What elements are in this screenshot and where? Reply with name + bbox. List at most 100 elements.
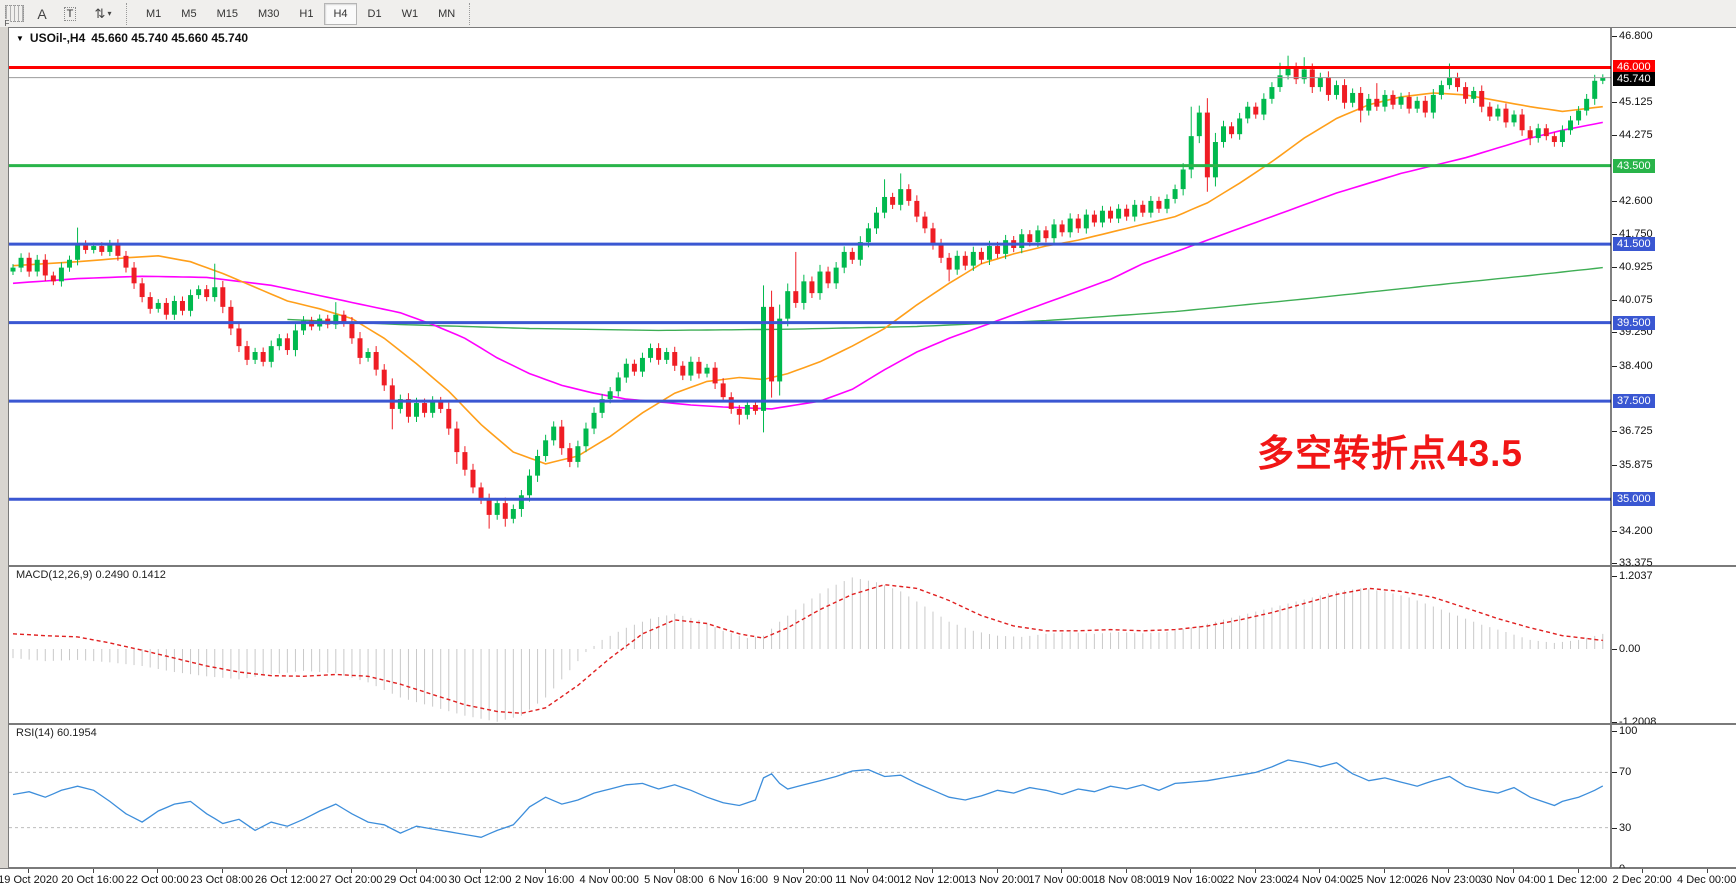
- price-tick-mark: [1612, 101, 1617, 103]
- time-tick-mark: [221, 869, 223, 873]
- price-tick-label: 36.725: [1619, 425, 1653, 438]
- timeframe-button-mn[interactable]: MN: [438, 7, 456, 20]
- rsi-label: RSI(14) 60.1954: [16, 727, 97, 739]
- time-tick-mark: [92, 869, 94, 873]
- price-tick-mark: [1612, 464, 1617, 466]
- time-axis-label: 26 Nov 23:00: [1415, 874, 1482, 886]
- timeframe-button-m15[interactable]: M15: [216, 7, 238, 20]
- time-tick-mark: [1319, 869, 1321, 873]
- time-axis-label: 27 Oct 20:00: [319, 874, 383, 886]
- time-tick-mark: [1706, 869, 1708, 873]
- price-tick-label: 44.275: [1619, 129, 1653, 142]
- time-tick-mark: [802, 869, 804, 873]
- timeframe-button-m30[interactable]: M30: [257, 7, 280, 20]
- time-axis-label: 22 Nov 23:00: [1222, 874, 1288, 886]
- text-a-icon[interactable]: A: [37, 5, 47, 22]
- timeframe-button-h4[interactable]: H4: [324, 2, 357, 25]
- time-axis-label: 20 Oct 16:00: [61, 874, 125, 886]
- time-axis-label: 26 Oct 12:00: [254, 874, 318, 886]
- rsi-tick-mark: [1612, 772, 1617, 774]
- macd-label: MACD(12,26,9) 0.2490 0.1412: [16, 569, 166, 581]
- price-tick-label: 33.375: [1619, 556, 1653, 569]
- timeframe-button-h1[interactable]: H1: [299, 7, 314, 20]
- macd-tick-mark: [1612, 575, 1617, 577]
- chart-annotation[interactable]: 多空转折点43.5: [1257, 433, 1524, 474]
- time-tick-mark: [415, 869, 417, 873]
- time-axis-label: 2 Dec 20:00: [1612, 874, 1672, 886]
- time-tick-mark: [1061, 869, 1063, 873]
- macd-tick-label: 0.00: [1619, 643, 1641, 655]
- arrows-icon[interactable]: ⇅ ▾: [94, 5, 112, 21]
- rsi-value: 60.1954: [56, 727, 97, 739]
- macd-canvas[interactable]: [9, 567, 1736, 723]
- time-tick-mark: [1190, 869, 1192, 873]
- time-axis-label: 19 Nov 16:00: [1157, 874, 1223, 886]
- time-tick-mark: [28, 869, 30, 873]
- time-tick-mark: [609, 869, 611, 873]
- timeframe-button-d1[interactable]: D1: [367, 7, 382, 20]
- price-line-badge: 46.000: [1613, 60, 1655, 75]
- rsi-tick-label: 100: [1619, 725, 1638, 737]
- macd-tick-label: 1.2037: [1619, 569, 1653, 582]
- timeframe-button-w1[interactable]: W1: [401, 7, 419, 20]
- time-tick-mark: [1125, 869, 1127, 873]
- time-axis-label: 29 Oct 04:00: [384, 874, 447, 886]
- time-tick-mark: [867, 869, 869, 873]
- price-tick-mark: [1612, 332, 1617, 334]
- time-axis[interactable]: 19 Oct 2020 20 Oct 16:00 22 Oct 00:00 23 Oc…: [0, 868, 1736, 893]
- timeframe-group: M1 M5 M15 M30 H1 H4 D1 W1 MN: [136, 2, 465, 25]
- chart-title-symbol: USOil-,H4: [29, 31, 86, 45]
- macd-panel[interactable]: MACD(12,26,9) 0.2490 0.1412 1.2037 0.00 -1…: [8, 566, 1736, 728]
- window-left-gutter: [0, 27, 8, 892]
- main-chart-canvas[interactable]: [9, 28, 1736, 565]
- toolbar-separator: [469, 2, 475, 25]
- time-tick-mark: [738, 869, 740, 873]
- price-line-badge: 41.500: [1613, 237, 1655, 252]
- price-tick-mark: [1612, 234, 1617, 236]
- price-tick-mark: [1612, 36, 1617, 38]
- label-t-icon[interactable]: T: [57, 3, 83, 25]
- price-tick-mark: [1612, 135, 1617, 137]
- grid-f-icon[interactable]: F: [1, 3, 27, 28]
- price-line-badge: 43.500: [1613, 158, 1655, 173]
- time-tick-mark: [1513, 869, 1515, 873]
- price-tick-label: 40.925: [1619, 260, 1653, 273]
- symbol-dropdown-icon[interactable]: ▼: [16, 33, 24, 43]
- time-tick-mark: [1642, 869, 1644, 873]
- time-axis-label: 25 Nov 12:00: [1351, 874, 1417, 886]
- price-tick-mark: [1612, 200, 1617, 202]
- time-axis-label: 13 Nov 20:00: [963, 874, 1030, 886]
- price-tick-mark: [1612, 266, 1617, 268]
- time-axis-label: 19 Oct 2020: [0, 874, 59, 886]
- time-tick-mark: [480, 869, 482, 873]
- time-axis-label: 12 Nov 12:00: [899, 874, 965, 886]
- macd-value-signal: 0.1412: [132, 569, 166, 581]
- time-axis-label: 18 Nov 08:00: [1092, 874, 1159, 886]
- timeframe-button-m5[interactable]: M5: [181, 7, 197, 20]
- time-tick-mark: [996, 869, 998, 873]
- price-line-badge: 37.500: [1613, 394, 1655, 409]
- timeframe-button-m1[interactable]: M1: [146, 7, 162, 20]
- time-tick-mark: [931, 869, 933, 873]
- rsi-panel[interactable]: RSI(14) 60.1954 10070300: [8, 724, 1736, 875]
- time-tick-mark: [350, 869, 352, 873]
- time-tick-mark: [544, 869, 546, 873]
- time-axis-label: 23 Oct 08:00: [190, 874, 254, 886]
- time-axis-label: 4 Nov 00:00: [579, 874, 639, 886]
- time-axis-label: 17 Nov 00:00: [1028, 874, 1094, 886]
- price-tick-label: 34.200: [1619, 524, 1653, 537]
- time-axis-label: 22 Oct 00:00: [125, 874, 189, 886]
- rsi-tick-mark: [1612, 827, 1617, 829]
- time-axis-label: 24 Nov 04:00: [1286, 874, 1353, 886]
- time-axis-label: 11 Nov 04:00: [835, 874, 900, 886]
- dropdown-caret-icon[interactable]: ▾: [107, 9, 112, 18]
- main-chart-panel[interactable]: ▼ USOil-,H4 45.660 45.740 45.660 45.740 …: [8, 27, 1736, 569]
- price-tick-label: 38.400: [1619, 359, 1653, 372]
- price-tick-label: 42.600: [1619, 194, 1653, 207]
- time-axis-label: 30 Nov 04:00: [1480, 874, 1546, 886]
- macd-tick-mark: [1612, 721, 1617, 723]
- rsi-tick-label: 70: [1619, 766, 1632, 779]
- rsi-canvas[interactable]: [9, 725, 1736, 867]
- time-axis-label: 30 Oct 12:00: [448, 874, 512, 886]
